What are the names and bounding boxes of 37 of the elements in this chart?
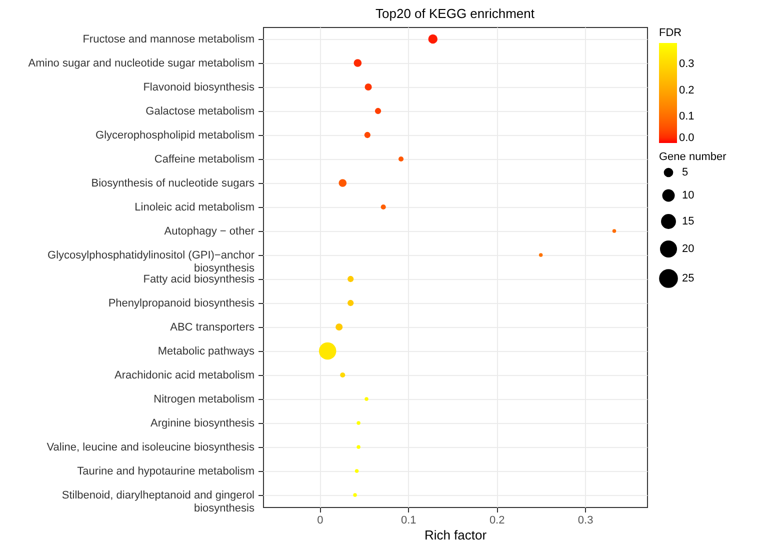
y-tick-label: Fatty acid biosynthesis bbox=[143, 274, 255, 286]
x-axis-title: Rich factor bbox=[424, 528, 488, 542]
y-tick-label: Linoleic acid metabolism bbox=[134, 202, 254, 214]
y-tick-label: Flavonoid biosynthesis bbox=[143, 82, 255, 94]
y-tick-label: Fructose and mannose metabolism bbox=[82, 34, 254, 46]
legend-label: 15 bbox=[682, 216, 694, 228]
color-bar-label: 0.1 bbox=[679, 110, 694, 123]
x-tick-label: 0.1 bbox=[400, 514, 416, 526]
y-tick-label: Phenylpropanoid biosynthesis bbox=[108, 298, 255, 310]
y-tick-label: Arginine biosynthesis bbox=[150, 418, 255, 430]
y-tick-label: Autophagy − other bbox=[164, 226, 255, 238]
y-tick-label: Arachidonic acid metabolism bbox=[114, 370, 254, 382]
y-tick-label: Metabolic pathways bbox=[158, 346, 255, 358]
y-tick-label: Nitrogen metabolism bbox=[154, 394, 254, 406]
legend-title: Gene number bbox=[659, 151, 727, 163]
y-tick-label: Valine, leucine and isoleucine biosynthesis bbox=[46, 442, 255, 454]
x-tick-label: 0.3 bbox=[578, 514, 594, 526]
legend-label: 25 bbox=[682, 272, 694, 284]
y-tick-label: Caffeine metabolism bbox=[154, 154, 254, 166]
y-tick-label: Glycosylphosphatidylinositol (GPI)−anchor biosynthesis bbox=[48, 250, 255, 274]
y-tick-label: Amino sugar and nucleotide sugar metabolism bbox=[28, 58, 254, 70]
color-bar-label: 0.3 bbox=[679, 58, 694, 70]
color-bar-title: FDR bbox=[659, 27, 682, 39]
chart-title: Top20 of KEGG enrichment bbox=[376, 6, 535, 21]
y-tick-label: Glycerophospholipid metabolism bbox=[96, 130, 254, 142]
y-tick-label: Stilbenoid, diarylheptanoid and gingerol biosynthesis bbox=[62, 490, 255, 514]
y-tick-label: ABC transporters bbox=[170, 322, 255, 334]
x-tick-label: 0 bbox=[317, 514, 324, 526]
color-bar-label: 0.2 bbox=[679, 84, 694, 96]
legend-label: 20 bbox=[682, 243, 694, 255]
y-tick-label: Galactose metabolism bbox=[146, 106, 254, 118]
x-tick-label: 0.2 bbox=[489, 514, 505, 526]
legend-label: 10 bbox=[682, 190, 694, 202]
legend-label: 5 bbox=[682, 166, 688, 178]
y-tick-label: Taurine and hypotaurine metabolism bbox=[77, 466, 254, 478]
color-bar-label: 0.0 bbox=[679, 132, 694, 144]
y-tick-label: Biosynthesis of nucleotide sugars bbox=[91, 178, 255, 190]
